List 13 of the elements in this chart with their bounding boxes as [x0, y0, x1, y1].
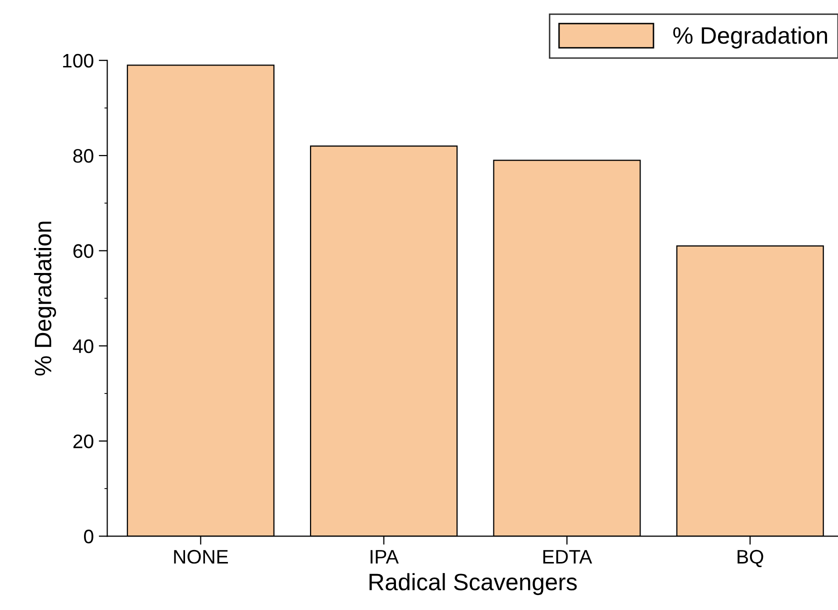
legend-label: % Degradation [673, 26, 828, 49]
y-tick-label: 40 [72, 339, 94, 354]
x-axis-title: Radical Scavengers [370, 573, 577, 596]
x-tick-label: EDTA [543, 550, 592, 564]
y-tick-label: 0 [84, 530, 94, 544]
x-tick-label: BQ [738, 550, 764, 568]
x-tick-label: NONE [174, 550, 228, 564]
x-tick-label: IPA [370, 550, 399, 564]
y-axis-title: % Degradation [34, 222, 56, 376]
y-tick-label: 20 [73, 434, 94, 448]
y-tick-label: 60 [73, 244, 94, 258]
y-tick-label: 80 [73, 149, 94, 163]
y-tick-label: 100 [63, 54, 94, 68]
